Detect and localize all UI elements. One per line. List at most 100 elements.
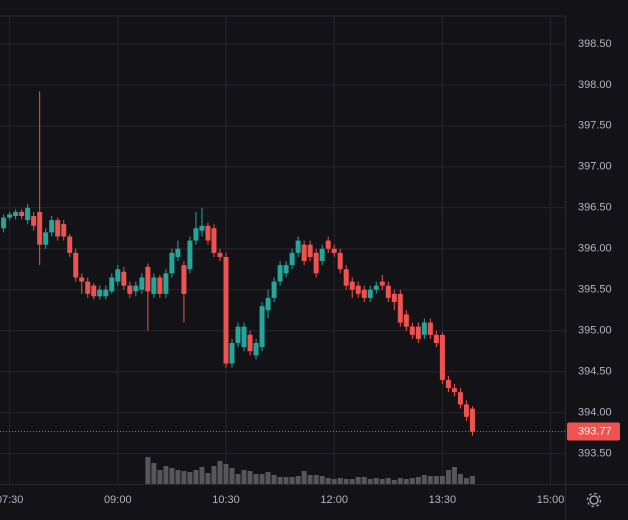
volume-bar — [241, 470, 247, 484]
candle-body — [55, 220, 61, 237]
candle-body — [415, 326, 421, 339]
candle-body — [463, 404, 469, 417]
candle-body — [331, 248, 337, 253]
candle-body — [19, 211, 25, 216]
volume-bar — [289, 477, 295, 484]
candle-body — [43, 232, 49, 245]
last-price-label: 393.77 — [578, 425, 612, 437]
volume-bar — [277, 477, 283, 484]
labels: 393.50 394.00 394.50 395.00 395.50 396.00 396.… — [0, 38, 620, 506]
candle-body — [37, 211, 43, 245]
y-tick-label: 395.50 — [578, 284, 612, 296]
grid — [0, 16, 565, 484]
candle-body — [157, 277, 163, 294]
candle-body — [145, 266, 151, 292]
volume-bar — [187, 472, 193, 484]
candle-body — [193, 228, 199, 241]
volume-bar — [319, 476, 325, 484]
volume-bar — [211, 466, 217, 484]
volume-bar — [451, 467, 457, 484]
candle-body — [469, 408, 475, 432]
y-tick-label: 394.50 — [578, 366, 612, 378]
candle-body — [109, 277, 115, 292]
candle-body — [163, 273, 169, 294]
volume-bar — [337, 478, 343, 484]
candle-body — [103, 289, 109, 297]
candle-body — [403, 314, 409, 327]
candle-body — [7, 214, 13, 218]
candle-body — [349, 281, 355, 290]
candle-body — [79, 277, 85, 282]
volume-bar — [151, 463, 157, 484]
volume-bar — [181, 471, 187, 484]
candle-body — [289, 252, 295, 266]
y-tick-label: 396.00 — [578, 243, 612, 255]
candle-body — [355, 285, 361, 294]
candle-body — [439, 334, 445, 380]
candle-body — [427, 322, 433, 335]
candle-body — [301, 244, 307, 262]
candle-body — [139, 277, 145, 290]
candle-body — [97, 289, 103, 297]
volume-bar — [157, 470, 163, 484]
volume-bar — [469, 476, 475, 484]
x-tick-label: 07:30 — [0, 494, 23, 506]
volume-bar — [247, 471, 253, 484]
volume-bar — [415, 477, 421, 484]
volume-bar — [229, 468, 235, 484]
volume-bar — [217, 461, 223, 484]
settings-icon[interactable] — [586, 492, 602, 508]
volume-bar — [175, 470, 181, 484]
candle-body — [325, 240, 331, 249]
volume-bar — [373, 478, 379, 484]
volume-bar — [223, 464, 229, 484]
volume-bar — [463, 478, 469, 484]
volume-bar — [361, 477, 367, 484]
candle-body — [295, 240, 301, 253]
candle-body — [217, 252, 223, 257]
candle-body — [175, 248, 181, 257]
candle-body — [247, 334, 253, 352]
volume-bar — [457, 474, 463, 484]
candle-body — [373, 285, 379, 290]
candle-body — [235, 326, 241, 344]
candle-body — [25, 207, 31, 221]
volume-bar — [397, 478, 403, 484]
candle-body — [49, 220, 55, 233]
candle-body — [397, 293, 403, 323]
candle-body — [91, 285, 97, 297]
volume-bar — [367, 479, 373, 484]
volume-bar — [403, 479, 409, 484]
candle-body — [421, 322, 427, 335]
candle-body — [241, 326, 247, 348]
candle-body — [409, 326, 415, 335]
candle-body — [259, 306, 265, 348]
candle-body — [457, 392, 463, 405]
candle-body — [115, 269, 121, 282]
volume-bar — [307, 475, 313, 484]
settings-icon-teeth — [586, 492, 602, 508]
volume-bar — [163, 466, 169, 484]
x-tick-label: 09:00 — [104, 494, 132, 506]
volume-bar — [265, 472, 271, 484]
candle-body — [265, 297, 271, 311]
settings-icon-ring — [589, 495, 599, 505]
volume-bar — [343, 479, 349, 484]
y-tick-label: 393.50 — [578, 448, 612, 460]
volume-bar — [295, 476, 301, 484]
x-tick-label: 10:30 — [212, 494, 240, 506]
y-tick-label: 395.00 — [578, 325, 612, 337]
x-tick-label: 12:00 — [320, 494, 348, 506]
candle-body — [121, 271, 127, 286]
candle-body — [199, 225, 205, 231]
candle-body — [169, 252, 175, 274]
candle-body — [367, 289, 373, 298]
volume-bar — [301, 471, 307, 484]
candle-body — [13, 211, 19, 216]
candle-body — [127, 285, 133, 294]
volume-bar — [253, 474, 259, 484]
y-tick-label: 396.50 — [578, 202, 612, 214]
candle-body — [343, 269, 349, 286]
volume-bar — [259, 474, 265, 484]
y-tick-label: 398.00 — [578, 79, 612, 91]
